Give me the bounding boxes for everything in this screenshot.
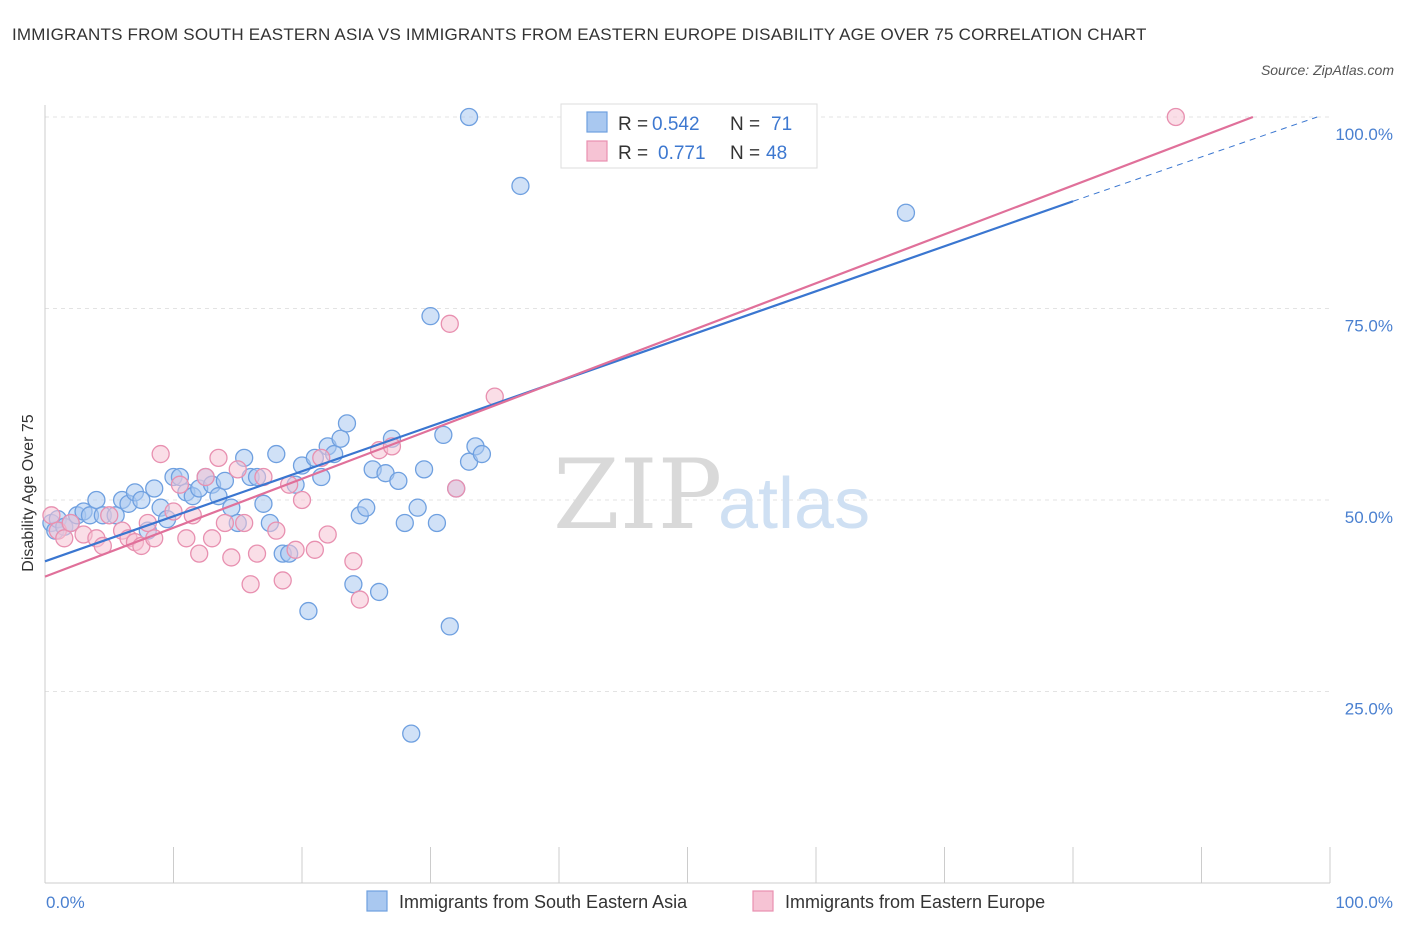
x-tick-label-1: 100.0% xyxy=(1335,893,1393,912)
data-points xyxy=(42,107,1185,743)
data-point-s0-8 xyxy=(87,490,106,510)
legend-label-pink: Immigrants from Eastern Europe xyxy=(785,892,1045,912)
data-point-s0-68 xyxy=(511,176,530,196)
trend-line-s1 xyxy=(44,115,1254,578)
data-point-s1-39 xyxy=(350,590,369,609)
data-point-s1-24 xyxy=(222,548,241,567)
stats-n-value-pink: 48 xyxy=(766,143,787,164)
data-point-s0-45 xyxy=(331,429,350,448)
stats-r-label-pink: R = xyxy=(618,143,648,164)
data-point-s1-14 xyxy=(151,444,170,464)
data-point-s0-70 xyxy=(896,203,916,222)
y-tick-label-0: 25.0% xyxy=(1345,700,1393,719)
data-point-s1-30 xyxy=(267,521,286,540)
tick-labels: 25.0% 50.0% 75.0% 100.0% 0.0% 100.0% xyxy=(46,125,1393,912)
data-point-s1-27 xyxy=(241,575,260,594)
data-point-s1-31 xyxy=(273,571,292,590)
trend-lines xyxy=(44,115,1318,578)
stats-n-value-blue: 71 xyxy=(771,114,792,135)
data-point-s1-35 xyxy=(305,540,325,559)
stats-box: R = 0.542 N = 71 R = 0.771 N = 48 xyxy=(560,103,818,169)
chart-source: Source: ZipAtlas.com xyxy=(1260,62,1394,78)
watermark: ZIP atlas xyxy=(553,439,870,551)
data-point-s0-54 xyxy=(389,471,408,491)
stats-r-label-blue: R = xyxy=(618,114,648,135)
data-point-s0-55 xyxy=(395,513,414,533)
stats-r-value-pink: 0.771 xyxy=(658,143,706,164)
legend: Immigrants from South Eastern Asia Immig… xyxy=(366,890,1045,912)
stats-swatch-pink xyxy=(586,140,608,162)
y-tick-label-3: 100.0% xyxy=(1335,125,1393,144)
data-point-s0-40 xyxy=(299,601,318,621)
data-point-s0-60 xyxy=(427,513,447,533)
legend-label-blue: Immigrants from South Eastern Asia xyxy=(399,892,688,912)
data-point-s0-27 xyxy=(215,471,235,491)
stats-r-value-blue: 0.542 xyxy=(652,114,700,135)
data-point-s1-37 xyxy=(318,525,337,544)
data-point-s1-7 xyxy=(100,506,119,525)
data-point-s0-61 xyxy=(434,425,453,445)
data-point-s0-56 xyxy=(402,724,421,743)
data-point-s1-25 xyxy=(228,460,247,479)
data-point-s0-67 xyxy=(459,107,479,127)
y-tick-label-1: 50.0% xyxy=(1345,508,1393,527)
trend-extension-s0 xyxy=(1072,116,1318,202)
data-point-s1-3 xyxy=(61,513,80,533)
data-point-s1-43 xyxy=(447,479,466,498)
data-point-s1-28 xyxy=(247,544,267,563)
data-point-s1-19 xyxy=(190,544,209,563)
watermark-zip: ZIP xyxy=(553,439,722,551)
y-tick-label-2: 75.0% xyxy=(1345,317,1393,336)
data-point-s0-66 xyxy=(472,444,492,464)
grid xyxy=(45,116,1330,692)
data-point-s0-46 xyxy=(337,414,357,433)
data-point-s1-23 xyxy=(215,513,235,533)
data-point-s1-46 xyxy=(1166,107,1185,127)
data-point-s1-38 xyxy=(344,552,363,571)
data-point-s0-58 xyxy=(414,460,434,479)
data-point-s0-33 xyxy=(254,494,273,513)
data-point-s1-33 xyxy=(286,540,305,559)
data-point-s0-51 xyxy=(369,582,389,602)
data-point-s1-17 xyxy=(177,529,196,548)
data-point-s0-49 xyxy=(357,498,376,517)
data-point-s1-42 xyxy=(440,314,459,333)
x-tick-label-0: 0.0% xyxy=(46,893,85,912)
data-point-s1-0 xyxy=(42,506,61,525)
watermark-atlas: atlas xyxy=(718,464,870,544)
data-point-s0-47 xyxy=(344,575,363,594)
data-point-s0-59 xyxy=(421,307,440,326)
data-point-s1-34 xyxy=(292,490,312,510)
data-point-s1-26 xyxy=(235,513,254,533)
data-point-s1-22 xyxy=(209,448,228,468)
stats-n-label-pink: N = xyxy=(730,143,760,164)
chart-title: IMMIGRANTS FROM SOUTH EASTERN ASIA VS IM… xyxy=(12,25,1147,44)
data-point-s0-62 xyxy=(440,617,459,636)
stats-n-label-blue: N = xyxy=(730,114,760,135)
data-point-s1-20 xyxy=(196,467,215,487)
data-point-s1-21 xyxy=(202,529,222,548)
data-point-s0-26 xyxy=(209,487,228,506)
legend-swatch-pink xyxy=(752,890,774,912)
data-point-s1-16 xyxy=(170,475,190,494)
data-point-s1-2 xyxy=(55,529,74,548)
data-point-s0-35 xyxy=(267,444,286,464)
stats-swatch-blue xyxy=(586,111,608,133)
data-point-s0-14 xyxy=(132,490,151,510)
legend-swatch-blue xyxy=(366,890,388,912)
y-axis-label: Disability Age Over 75 xyxy=(20,414,37,572)
data-point-s0-57 xyxy=(408,498,427,517)
axes xyxy=(44,105,1331,884)
data-point-s0-16 xyxy=(145,479,164,498)
